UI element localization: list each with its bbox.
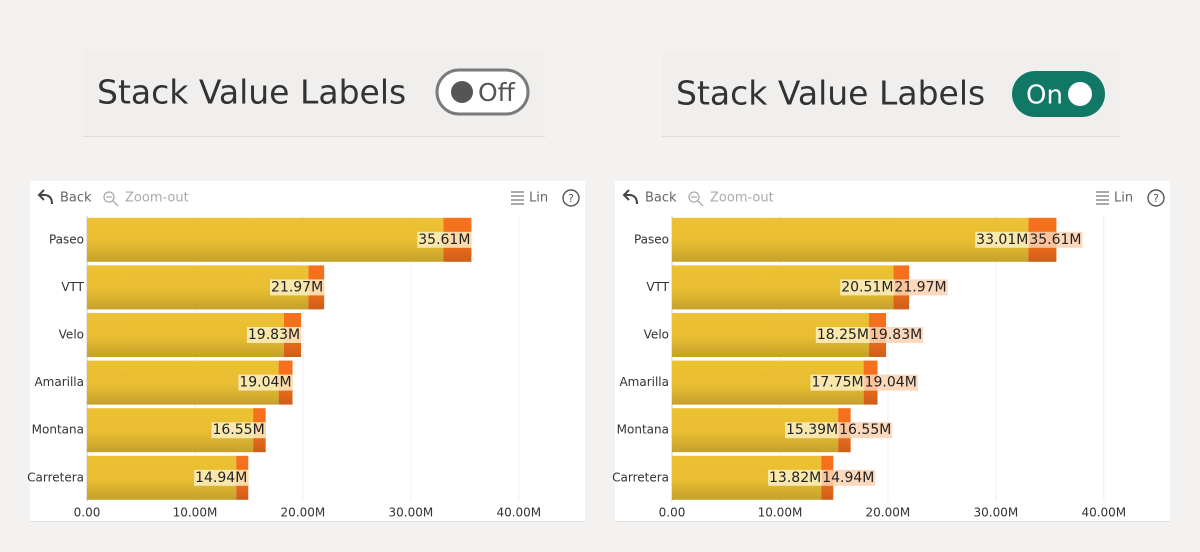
- value-label: 18.25M: [817, 327, 869, 343]
- chart: Back Zoom-out Lin ? 0.00 10.00M 20.00M 30.00M 40…: [27, 181, 585, 522]
- value-label-background: [810, 374, 865, 391]
- value-label: 14.94M: [822, 470, 874, 486]
- value-label-background: [1028, 231, 1083, 248]
- zoom-icon: [688, 191, 700, 203]
- category-label: Carretera: [27, 470, 84, 484]
- zoom-button: Zoom-out: [710, 191, 774, 206]
- zoom-icon: [106, 196, 119, 207]
- scale-button[interactable]: Lin: [1114, 191, 1133, 206]
- category-label: Montana: [32, 423, 84, 437]
- bar-segment: [87, 217, 444, 262]
- help-icon[interactable]: [1147, 189, 1165, 207]
- value-label-background: [238, 374, 293, 391]
- scale-button[interactable]: Lin: [529, 191, 548, 206]
- x-tick-label: 40.00M: [496, 506, 541, 520]
- value-label: 20.51M: [841, 279, 893, 295]
- value-label: 19.04M: [239, 375, 291, 391]
- value-label: 35.61M: [418, 232, 470, 248]
- help-icon[interactable]: [562, 189, 580, 207]
- x-tick-label: 30.00M: [974, 506, 1019, 520]
- value-label-background: [840, 279, 895, 296]
- bar-segment: [672, 217, 1029, 262]
- help-button[interactable]: ?: [1153, 192, 1159, 205]
- value-label: 13.82M: [769, 470, 821, 486]
- value-label-background: [975, 231, 1030, 248]
- back-button[interactable]: Back: [645, 191, 677, 206]
- category-label: Paseo: [634, 232, 669, 246]
- value-label: 16.55M: [212, 422, 264, 438]
- value-label-background: [768, 469, 823, 486]
- switch-track[interactable]: [435, 68, 530, 116]
- switch-knob[interactable]: [1068, 82, 1092, 106]
- back-icon[interactable]: [37, 189, 53, 205]
- zoom-icon: [691, 196, 704, 207]
- x-tick-label: 40.00M: [1081, 506, 1126, 520]
- back-icon[interactable]: [622, 189, 638, 205]
- value-label-background: [211, 422, 266, 439]
- value-label-background: [784, 422, 840, 439]
- value-label: 21.97M: [894, 279, 946, 295]
- value-label: 33.01M: [976, 232, 1028, 248]
- x-tick-label: 20.00M: [281, 506, 326, 520]
- value-label: 19.83M: [248, 327, 300, 343]
- value-label: 16.55M: [839, 422, 891, 438]
- x-tick-label: 10.00M: [758, 506, 803, 520]
- value-label-background: [821, 469, 876, 486]
- toggle-card: Stack Value Labels Off: [83, 50, 545, 137]
- value-label-background: [838, 422, 893, 439]
- switch-state[interactable]: On: [1026, 81, 1063, 111]
- category-label: Velo: [644, 328, 669, 342]
- value-label: 35.61M: [1029, 232, 1081, 248]
- toggle-switch[interactable]: Off: [435, 68, 530, 116]
- toggle-switch[interactable]: On: [1012, 71, 1105, 117]
- category-label: Carretera: [612, 470, 669, 484]
- category-label: Amarilla: [619, 375, 669, 389]
- value-label-background: [246, 327, 302, 343]
- value-label: 19.83M: [870, 327, 922, 343]
- category-label: VTT: [61, 280, 84, 294]
- x-tick-label: 10.00M: [173, 506, 218, 520]
- zoom-button: Zoom-out: [125, 191, 189, 206]
- x-tick-label: 0.00: [74, 506, 101, 520]
- x-tick-label: 20.00M: [866, 506, 911, 520]
- category-label: Paseo: [49, 232, 84, 246]
- value-label-background: [194, 469, 249, 486]
- value-label: 14.94M: [195, 470, 247, 486]
- category-label: Montana: [617, 423, 669, 437]
- value-label: 21.97M: [271, 279, 323, 295]
- toggle-label: Stack Value Labels: [97, 73, 406, 112]
- x-tick-label: 0.00: [659, 506, 686, 520]
- switch-knob[interactable]: [451, 81, 473, 103]
- category-label: Amarilla: [34, 375, 84, 389]
- chart: Back Zoom-out Lin ? 0.00 10.00M 20.00M 30.00M 40…: [612, 181, 1170, 522]
- category-label: VTT: [646, 280, 669, 294]
- value-label-background: [417, 231, 472, 248]
- value-label-background: [863, 374, 918, 391]
- value-label-background: [815, 327, 871, 343]
- switch-state[interactable]: Off: [478, 78, 516, 107]
- value-label-background: [270, 279, 325, 296]
- toggle-label: Stack Value Labels: [676, 74, 985, 113]
- help-button[interactable]: ?: [568, 192, 574, 205]
- value-label: 19.04M: [865, 375, 917, 391]
- x-tick-label: 30.00M: [389, 506, 434, 520]
- zoom-icon: [103, 191, 115, 203]
- value-label-background: [893, 279, 948, 296]
- value-label-background: [869, 327, 924, 343]
- back-button[interactable]: Back: [60, 191, 92, 206]
- category-label: Velo: [59, 328, 84, 342]
- value-label: 17.75M: [811, 375, 863, 391]
- value-label: 15.39M: [786, 422, 838, 438]
- toggle-card: Stack Value Labels On: [662, 52, 1120, 137]
